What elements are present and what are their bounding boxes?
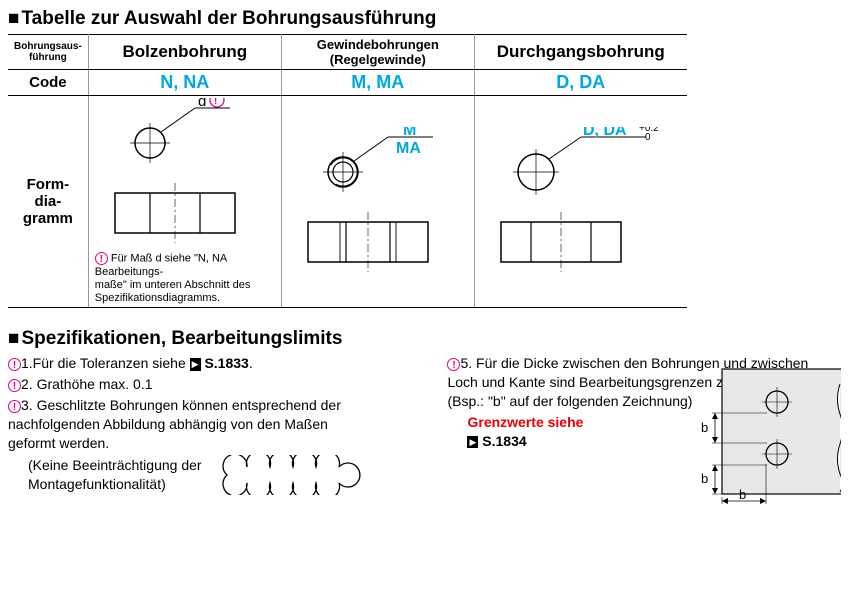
label-d: d (198, 98, 206, 110)
bolzen-svg: d ! (95, 98, 275, 248)
code-m-ma: M, MA (281, 70, 474, 96)
spec-1: !1.Für die Toleranzen siehe ▶ S.1833. (8, 354, 427, 373)
code-d-da: D, DA (474, 70, 687, 96)
page-ref-1834: S.1834 (482, 433, 526, 449)
col-header-gewinde: Gewindebohrungen (Regelgewinde) (281, 35, 474, 70)
col-header-durchgang: Durchgangsbohrung (474, 35, 687, 70)
spec-3-sub: (Keine Beeinträchtigung der Montagefunkt… (28, 455, 427, 495)
svg-text:b: b (701, 420, 708, 435)
section1-title: Tabelle zur Auswahl der Bohrungsausführu… (8, 8, 847, 30)
label-m: M (403, 127, 416, 139)
svg-text:b: b (701, 471, 708, 486)
svg-text:b: b (739, 487, 746, 502)
row-header-diagram: Form- dia- gramm (8, 96, 88, 308)
label-dda: D, DA (583, 127, 627, 139)
section2-title: Spezifikationen, Bearbeitungslimits (8, 328, 847, 350)
gewinde-svg: M MA (288, 127, 468, 277)
page-ref-icon: ▶ (190, 358, 201, 370)
spec-2: !2. Grathöhe max. 0.1 (8, 375, 427, 394)
row-header-code: Code (8, 70, 88, 96)
diagram-gewinde: M MA (281, 96, 474, 308)
page-ref-1833: S.1833 (204, 355, 248, 371)
row-header-type: Bohrungsaus- führung (8, 35, 88, 70)
spec-right-col: !5. Für die Dicke zwischen den Bohrungen… (447, 354, 847, 450)
footnote-d: ! Für Maß d siehe "N, NA Bearbeitungs- m… (95, 252, 275, 305)
spec-left-col: !1.Für die Toleranzen siehe ▶ S.1833. !2… (8, 354, 427, 494)
durchgang-svg: D, DA +0.2 0 (481, 127, 681, 277)
cloud-svg (212, 455, 362, 495)
bore-selection-table: Bohrungsaus- führung Bolzenbohrung Gewin… (8, 34, 687, 308)
info-icon: ! (8, 358, 21, 371)
info-icon: ! (95, 252, 108, 265)
info-icon: ! (8, 400, 21, 413)
diagram-bolzen: d ! ! Für Maß d siehe "N, NA Bearbeitung… (88, 96, 281, 308)
info-icon: ! (8, 379, 21, 392)
svg-text:!: ! (214, 98, 217, 107)
page-ref-icon: ▶ (467, 436, 478, 448)
spec-section: !1.Für die Toleranzen siehe ▶ S.1833. !2… (8, 354, 847, 494)
col-header-bolzen: Bolzenbohrung (88, 35, 281, 70)
info-icon: ! (447, 358, 460, 371)
spec-3: !3. Geschlitzte Bohrungen können entspre… (8, 396, 427, 453)
diagram-durchgang: D, DA +0.2 0 (474, 96, 687, 308)
code-n-na: N, NA (88, 70, 281, 96)
label-tol2: 0 (645, 132, 651, 143)
b-diagram-svg: b b b (667, 364, 847, 504)
label-ma: MA (396, 140, 421, 157)
